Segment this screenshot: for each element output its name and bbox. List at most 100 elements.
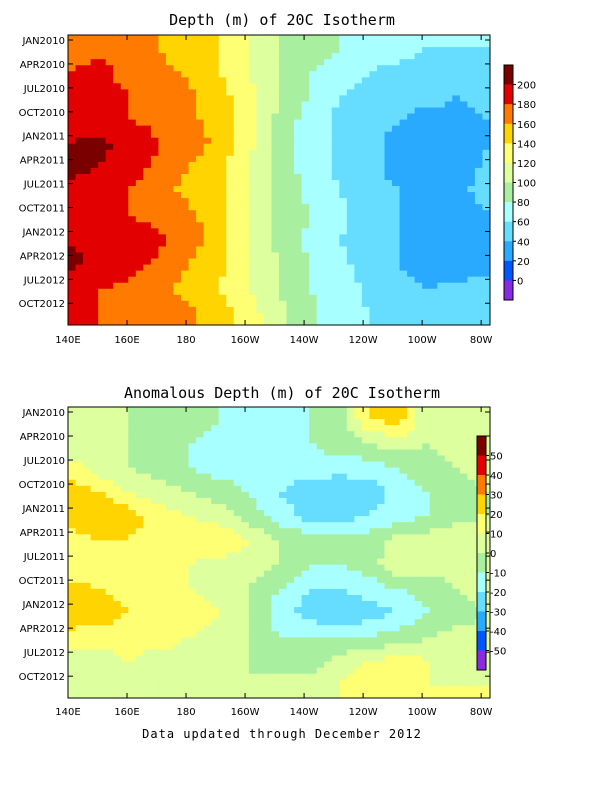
- heatmap-cell: [482, 113, 490, 121]
- heatmap-cell: [188, 89, 197, 97]
- heatmap-cell: [467, 419, 476, 426]
- heatmap-cell: [143, 288, 152, 296]
- heatmap-cell: [165, 258, 175, 266]
- heatmap-cell: [105, 119, 114, 127]
- heatmap-cell: [83, 455, 92, 463]
- heatmap-cell: [324, 198, 333, 205]
- heatmap-cell: [120, 407, 129, 414]
- heatmap-cell: [279, 143, 288, 151]
- heatmap-cell: [331, 552, 340, 560]
- heatmap-cell: [218, 588, 227, 596]
- heatmap-cell: [75, 101, 84, 109]
- heatmap-cell: [452, 473, 461, 481]
- heatmap-cell: [90, 234, 99, 242]
- heatmap-cell: [233, 425, 242, 432]
- heatmap-cell: [135, 467, 144, 475]
- heatmap-cell: [399, 288, 408, 296]
- heatmap-cell: [452, 270, 461, 278]
- heatmap-cell: [414, 619, 423, 626]
- heatmap-cell: [113, 491, 122, 499]
- heatmap-cell: [414, 143, 423, 151]
- heatmap-cell: [459, 619, 468, 626]
- heatmap-cell: [248, 613, 257, 620]
- heatmap-cell: [279, 131, 288, 139]
- heatmap-cell: [128, 431, 137, 438]
- heatmap-cell: [135, 570, 144, 578]
- colorbar-swatch: [504, 123, 513, 144]
- heatmap-cell: [369, 613, 378, 620]
- heatmap-cell: [384, 473, 393, 481]
- heatmap-cell: [339, 312, 348, 320]
- heatmap-cell: [346, 552, 355, 560]
- heatmap-cell: [75, 473, 84, 481]
- heatmap-cell: [407, 516, 416, 523]
- heatmap-cell: [128, 149, 137, 157]
- heatmap-cell: [414, 443, 423, 451]
- heatmap-cell: [437, 467, 446, 475]
- heatmap-cell: [143, 41, 152, 48]
- heatmap-cell: [392, 552, 401, 560]
- heatmap-cell: [452, 504, 461, 511]
- heatmap-cell: [248, 534, 257, 541]
- heatmap-cell: [331, 234, 340, 242]
- heatmap-cell: [467, 576, 476, 584]
- heatmap-cell: [346, 288, 355, 296]
- heatmap-cell: [241, 216, 250, 223]
- heatmap-cell: [286, 582, 295, 590]
- heatmap-cell: [437, 222, 446, 229]
- heatmap-cell: [218, 155, 227, 163]
- heatmap-cell: [113, 167, 122, 175]
- heatmap-cell: [316, 485, 325, 493]
- heatmap-cell: [226, 276, 235, 284]
- heatmap-cell: [437, 35, 446, 42]
- heatmap-cell: [181, 625, 190, 632]
- heatmap-cell: [376, 619, 386, 626]
- heatmap-cell: [279, 570, 288, 578]
- heatmap-cell: [203, 467, 212, 475]
- heatmap-cell: [459, 198, 468, 205]
- heatmap-cell: [181, 59, 190, 66]
- heatmap-cell: [90, 119, 99, 127]
- heatmap-cell: [150, 41, 160, 48]
- heatmap-cell: [105, 173, 114, 181]
- heatmap-cell: [233, 210, 242, 217]
- heatmap-cell: [271, 564, 280, 572]
- heatmap-cell: [83, 137, 92, 145]
- heatmap-cell: [241, 294, 250, 302]
- heatmap-cell: [143, 89, 152, 97]
- heatmap-cell: [474, 180, 484, 187]
- heatmap-cell: [414, 186, 423, 193]
- heatmap-cell: [98, 558, 107, 566]
- heatmap-cell: [384, 522, 393, 529]
- heatmap-cell: [429, 222, 438, 229]
- heatmap-cell: [271, 71, 280, 78]
- heatmap-cell: [422, 504, 431, 511]
- heatmap-cell: [233, 65, 242, 72]
- heatmap-cell: [407, 288, 416, 296]
- heatmap-cell: [75, 485, 84, 493]
- heatmap-cell: [429, 228, 438, 235]
- heatmap-cell: [407, 619, 416, 626]
- heatmap-cell: [90, 528, 99, 535]
- heatmap-cell: [384, 222, 393, 229]
- heatmap-cell: [279, 41, 288, 48]
- heatmap-cell: [263, 119, 273, 127]
- heatmap-cell: [143, 540, 152, 548]
- heatmap-cell: [301, 77, 310, 84]
- heatmap-cell: [150, 192, 160, 199]
- heatmap-cell: [369, 552, 378, 560]
- heatmap-cell: [422, 41, 431, 48]
- heatmap-cell: [196, 607, 205, 614]
- heatmap-cell: [105, 455, 114, 463]
- heatmap-cell: [135, 312, 144, 320]
- heatmap-cell: [203, 294, 212, 302]
- heatmap-cell: [301, 234, 310, 242]
- heatmap-cell: [429, 312, 438, 320]
- heatmap-cell: [113, 71, 122, 78]
- heatmap-cell: [98, 485, 107, 493]
- heatmap-cell: [196, 318, 205, 325]
- heatmap-cell: [83, 186, 92, 193]
- heatmap-cell: [188, 607, 197, 614]
- heatmap-cell: [263, 564, 273, 572]
- heatmap-cell: [196, 95, 205, 103]
